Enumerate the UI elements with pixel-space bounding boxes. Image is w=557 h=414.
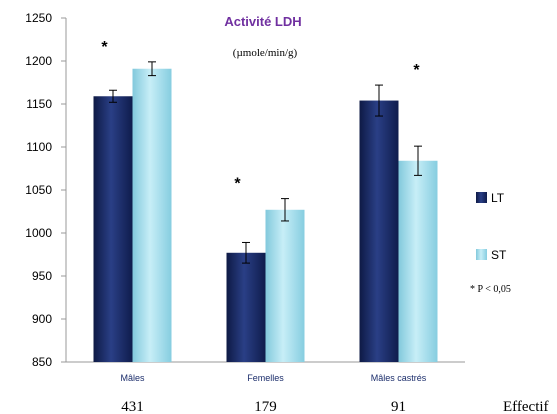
count-labels: 431 179 91 xyxy=(121,399,406,414)
significance-star: * xyxy=(234,176,241,193)
bar-lt-3 xyxy=(359,100,399,362)
y-tick-label: 1050 xyxy=(25,183,52,197)
y-tick-label: 900 xyxy=(32,312,52,326)
significance-star: * xyxy=(101,39,108,56)
y-tick-label: 1100 xyxy=(26,140,52,154)
y-tick-label: 1250 xyxy=(25,11,52,25)
legend-swatch-st xyxy=(476,249,487,260)
y-tick-label: 950 xyxy=(32,269,52,283)
bar-st-3 xyxy=(398,160,438,362)
significance-markers: * * * xyxy=(101,39,420,193)
y-ticks: 850 900 950 1000 1050 1100 1150 1200 1250 xyxy=(25,11,66,369)
y-tick-label: 850 xyxy=(32,355,52,369)
y-tick-label: 1150 xyxy=(26,97,52,111)
error-bars xyxy=(109,61,422,264)
legend-label-st: ST xyxy=(491,248,507,262)
chart-title: Activité LDH xyxy=(224,14,301,29)
bar-st-2 xyxy=(265,209,305,362)
bar-lt-1 xyxy=(93,96,133,362)
significance-star: * xyxy=(413,62,420,79)
y-tick-label: 1200 xyxy=(25,54,52,68)
legend-swatch-lt xyxy=(476,192,487,203)
category-label: Mâles castrés xyxy=(371,373,427,383)
bars xyxy=(93,68,438,363)
chart-subtitle: (µmole/min/g) xyxy=(233,47,298,59)
category-label: Femelles xyxy=(247,373,284,383)
category-labels: Mâles Femelles Mâles castrés xyxy=(120,373,426,383)
category-label: Mâles xyxy=(120,373,145,383)
count-value: 91 xyxy=(391,399,406,414)
significance-note: * P < 0,05 xyxy=(470,284,511,295)
count-value: 431 xyxy=(121,399,144,414)
bar-st-1 xyxy=(132,68,172,363)
counts-label: Effectif xyxy=(503,399,549,414)
legend-label-lt: LT xyxy=(491,191,505,205)
bar-lt-2 xyxy=(226,252,266,362)
y-tick-label: 1000 xyxy=(25,226,52,240)
legend: LT ST xyxy=(476,191,507,262)
count-value: 179 xyxy=(254,399,277,414)
